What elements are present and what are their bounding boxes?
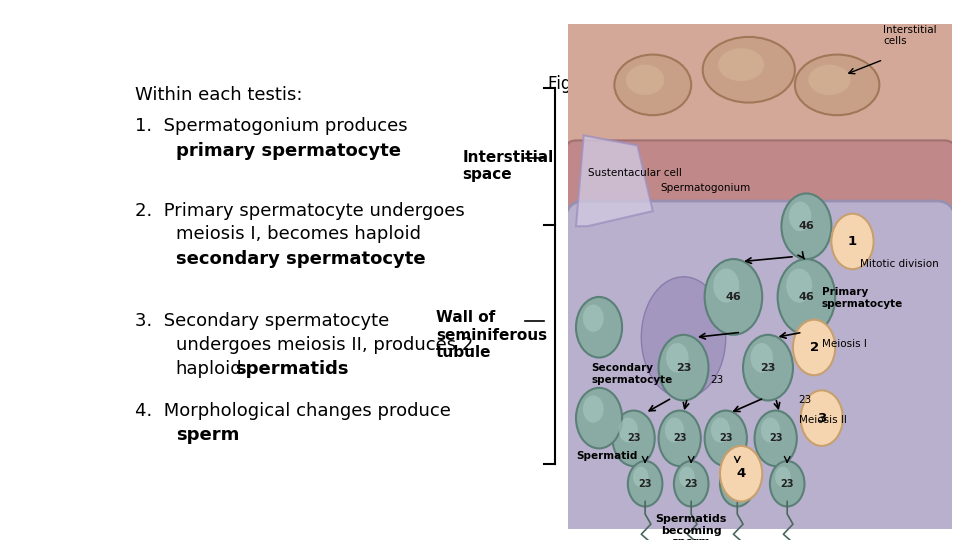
- Text: 46: 46: [799, 292, 814, 302]
- Text: spermatids: spermatids: [235, 360, 348, 378]
- Circle shape: [775, 467, 791, 487]
- Text: 23: 23: [719, 433, 732, 443]
- Circle shape: [781, 193, 831, 259]
- Text: 3.  Secondary spermatocyte: 3. Secondary spermatocyte: [134, 312, 389, 330]
- Text: 23: 23: [676, 363, 691, 373]
- Text: Primary
spermatocyte: Primary spermatocyte: [822, 287, 903, 309]
- Circle shape: [612, 410, 655, 466]
- Circle shape: [743, 335, 793, 401]
- Text: 23: 23: [780, 479, 794, 489]
- Text: 1: 1: [848, 235, 857, 248]
- Circle shape: [576, 297, 622, 357]
- Circle shape: [705, 410, 747, 466]
- Text: meiosis I, becomes haploid: meiosis I, becomes haploid: [176, 225, 420, 243]
- Circle shape: [831, 214, 874, 269]
- Text: 23: 23: [769, 433, 782, 443]
- Circle shape: [720, 446, 762, 502]
- Text: Spermatogonium: Spermatogonium: [660, 183, 751, 193]
- Ellipse shape: [718, 48, 764, 81]
- Circle shape: [576, 388, 622, 448]
- Circle shape: [793, 320, 835, 375]
- Circle shape: [786, 268, 812, 302]
- Text: Sustentacular cell: Sustentacular cell: [588, 168, 682, 178]
- Text: secondary spermatocyte: secondary spermatocyte: [176, 250, 425, 268]
- Ellipse shape: [808, 65, 851, 95]
- Text: Fig. 28.14: Fig. 28.14: [548, 75, 629, 93]
- Text: 23: 23: [673, 433, 686, 443]
- Text: sperm: sperm: [176, 426, 239, 444]
- FancyBboxPatch shape: [564, 201, 956, 540]
- Text: Wall of
seminiferous
tubule: Wall of seminiferous tubule: [436, 310, 547, 360]
- Text: 23: 23: [799, 395, 812, 405]
- Circle shape: [711, 417, 730, 442]
- Circle shape: [801, 390, 843, 446]
- Circle shape: [674, 461, 708, 507]
- Ellipse shape: [626, 65, 664, 95]
- Text: primary spermatocyte: primary spermatocyte: [176, 141, 401, 160]
- Circle shape: [619, 417, 637, 442]
- Text: Within each testis:: Within each testis:: [134, 85, 302, 104]
- Ellipse shape: [641, 276, 726, 398]
- Text: 23: 23: [684, 479, 698, 489]
- Text: haploid: haploid: [176, 360, 243, 378]
- Ellipse shape: [795, 55, 879, 115]
- Text: 46: 46: [726, 292, 741, 302]
- FancyBboxPatch shape: [568, 24, 952, 529]
- Circle shape: [725, 467, 741, 487]
- Text: Meiosis I: Meiosis I: [822, 340, 867, 349]
- Circle shape: [755, 410, 797, 466]
- Text: 3: 3: [817, 411, 827, 424]
- Circle shape: [778, 259, 835, 335]
- Text: 23: 23: [638, 479, 652, 489]
- FancyBboxPatch shape: [568, 24, 952, 166]
- Circle shape: [713, 268, 739, 302]
- Circle shape: [633, 467, 649, 487]
- Text: 1.  Spermatogonium produces: 1. Spermatogonium produces: [134, 117, 407, 135]
- Circle shape: [720, 461, 755, 507]
- Text: 23: 23: [627, 433, 640, 443]
- Text: Spermatid: Spermatid: [576, 450, 637, 461]
- Ellipse shape: [703, 37, 795, 103]
- Ellipse shape: [614, 55, 691, 115]
- Circle shape: [789, 201, 811, 231]
- Text: Mitotic division: Mitotic division: [860, 259, 939, 269]
- Polygon shape: [576, 136, 653, 226]
- Text: 46: 46: [799, 221, 814, 231]
- Circle shape: [628, 461, 662, 507]
- Circle shape: [705, 259, 762, 335]
- Text: 23: 23: [731, 479, 744, 489]
- Text: undergoes meiosis II, produces 2: undergoes meiosis II, produces 2: [176, 336, 473, 354]
- Circle shape: [659, 335, 708, 401]
- Text: 4.  Morphological changes produce: 4. Morphological changes produce: [134, 402, 451, 420]
- Circle shape: [659, 410, 701, 466]
- Text: 4: 4: [736, 467, 746, 480]
- Text: 2.  Primary spermatocyte undergoes: 2. Primary spermatocyte undergoes: [134, 202, 465, 220]
- Circle shape: [666, 343, 688, 373]
- Text: Meiosis II: Meiosis II: [799, 415, 847, 425]
- FancyBboxPatch shape: [564, 140, 956, 256]
- Circle shape: [665, 417, 684, 442]
- Circle shape: [583, 305, 604, 332]
- Circle shape: [770, 461, 804, 507]
- Text: 2: 2: [809, 341, 819, 354]
- Text: Spermatids
becoming
sperm: Spermatids becoming sperm: [656, 514, 727, 540]
- Text: Secondary
spermatocyte: Secondary spermatocyte: [591, 363, 673, 385]
- Text: 23: 23: [710, 375, 724, 385]
- Circle shape: [751, 343, 773, 373]
- Text: Interstitial
space: Interstitial space: [463, 150, 554, 183]
- Circle shape: [761, 417, 780, 442]
- Circle shape: [679, 467, 695, 487]
- Circle shape: [583, 395, 604, 423]
- Text: Interstitial
cells: Interstitial cells: [883, 25, 937, 46]
- Text: 23: 23: [760, 363, 776, 373]
